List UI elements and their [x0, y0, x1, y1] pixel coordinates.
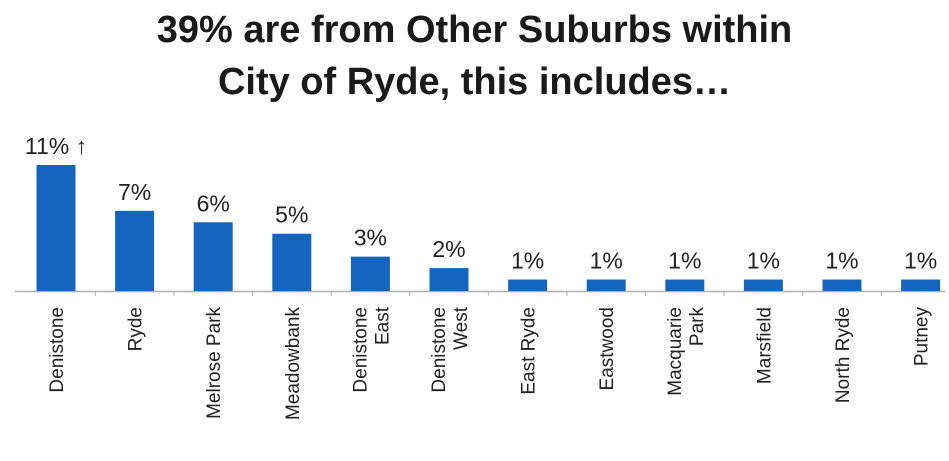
bar-ryde [115, 210, 155, 291]
category-label-line: Denistone [350, 307, 371, 393]
bar-putney [901, 279, 941, 291]
category-label: Macquarie Park [665, 307, 708, 396]
category-label: Melrose Park [204, 307, 225, 419]
category-label: Meadowbank [283, 307, 304, 421]
bar-denistone [36, 165, 76, 291]
data-label: 11% ↑ [25, 133, 87, 159]
bar-marsfield [743, 279, 783, 291]
bar-eastwood [586, 279, 626, 291]
category-label: Denistone West [429, 306, 472, 392]
data-label: 2% [432, 236, 465, 262]
bar-denistone-west [429, 268, 469, 291]
category-label: Denistone East [350, 306, 393, 392]
data-label: 1% [904, 248, 937, 274]
category-label-line: Putney [912, 307, 933, 367]
chart-title-line-1: 39% are from Other Suburbs within [156, 9, 793, 51]
data-label: 1% [825, 248, 858, 274]
bar-meadowbank [272, 233, 312, 291]
data-label: 7% [118, 179, 151, 205]
category-label-line: Melrose Park [204, 307, 225, 419]
data-label: 3% [354, 225, 387, 251]
category-label: North Ryde [833, 307, 854, 403]
category-label-line: Denistone [47, 307, 68, 393]
category-label: Putney [912, 307, 933, 367]
category-label-line: East Ryde [519, 307, 540, 395]
category-label: Eastwood [597, 307, 618, 390]
category-label: East Ryde [519, 307, 540, 395]
category-label-line: Eastwood [597, 307, 618, 390]
data-label: 6% [197, 190, 230, 216]
data-label: 1% [668, 248, 701, 274]
category-label-line: Ryde [126, 307, 147, 351]
category-label-line: Macquarie [665, 307, 686, 396]
category-label: Denistone [47, 307, 68, 393]
data-label: 1% [590, 248, 623, 274]
bar-melrose-park [193, 222, 233, 291]
data-label: 1% [747, 248, 780, 274]
category-label-line: Park [687, 307, 708, 347]
category-label: Ryde [126, 307, 147, 351]
category-label-line: West [451, 306, 472, 350]
category-label-line: Denistone [429, 307, 450, 393]
bar-east-ryde [508, 279, 548, 291]
category-label-line: East [372, 306, 393, 345]
data-label: 1% [511, 248, 544, 274]
bar-macquarie-park [665, 279, 705, 291]
chart-title: 39% are from Other Suburbs within City o… [0, 4, 949, 108]
chart-title-line-2: City of Ryde, this includes… [217, 61, 732, 103]
bar-north-ryde [822, 279, 862, 291]
category-label-line: North Ryde [833, 307, 854, 403]
category-label-line: Meadowbank [283, 307, 304, 421]
data-label: 5% [275, 202, 308, 228]
category-label-line: Marsfield [754, 307, 775, 384]
category-label: Marsfield [754, 307, 775, 384]
bar-denistone-east [350, 256, 390, 291]
